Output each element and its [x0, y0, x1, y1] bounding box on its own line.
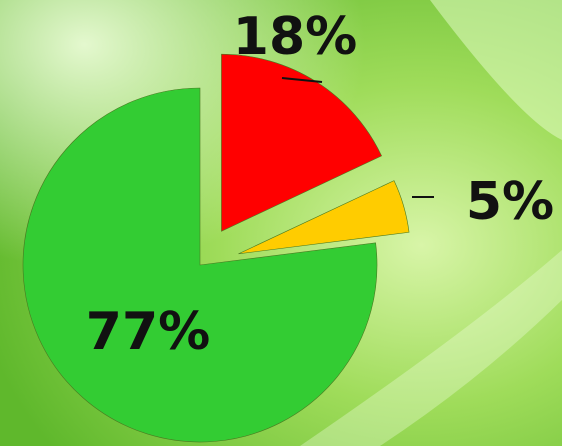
- pie-slice: [22, 87, 378, 443]
- data-label: 5%: [466, 172, 554, 232]
- background-swoosh: [430, 0, 562, 140]
- data-label: 18%: [233, 7, 357, 67]
- data-label: 77%: [86, 302, 210, 362]
- leader-line: [281, 77, 323, 83]
- background-swoosh: [300, 250, 562, 446]
- pie-slice: [238, 180, 410, 255]
